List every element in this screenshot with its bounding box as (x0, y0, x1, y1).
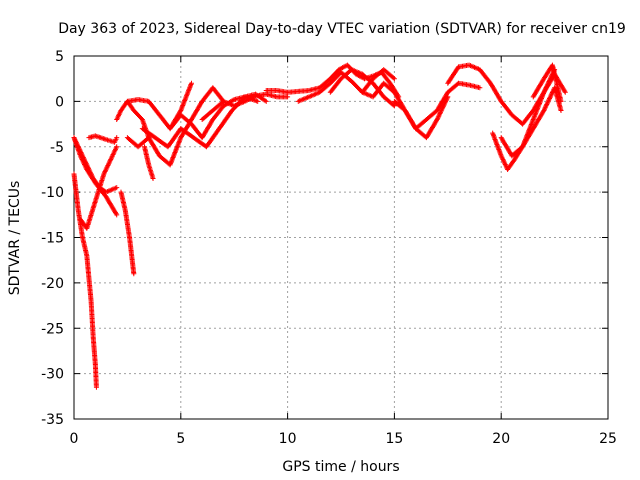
data-point (131, 271, 137, 277)
data-point (114, 212, 120, 218)
series-arc-5 (86, 133, 120, 145)
data-point (562, 89, 568, 95)
data-point (93, 384, 99, 390)
x-tick-label: 0 (70, 431, 79, 447)
data-point (558, 98, 564, 104)
data-point (390, 102, 396, 108)
y-tick-label: -35 (41, 412, 64, 428)
series-arc-6 (118, 189, 137, 277)
series-arc-15 (295, 69, 397, 104)
data-point (391, 76, 397, 82)
y-axis-label: SDTVAR / TECUs (7, 181, 23, 296)
data-point (263, 98, 269, 104)
series-arc-17 (359, 67, 397, 95)
series-arc-7 (114, 98, 152, 141)
data-point (558, 107, 564, 113)
data-point (562, 88, 568, 94)
data-point (114, 144, 120, 150)
x-tick-label: 25 (599, 431, 617, 447)
chart-title: Day 363 of 2023, Sidereal Day-to-day VTE… (58, 21, 626, 37)
y-tick-label: -20 (41, 276, 64, 292)
series-arc-19 (391, 80, 483, 132)
data-point (285, 94, 291, 100)
data-point (113, 211, 119, 217)
series-arc-8 (141, 144, 156, 182)
series-arc-16 (327, 67, 397, 109)
data-point (477, 85, 483, 91)
data-point (114, 135, 120, 141)
data-point (391, 103, 397, 109)
data-point (255, 98, 261, 104)
data-point (188, 80, 194, 86)
y-tick-label: -25 (41, 321, 64, 337)
x-tick-label: 15 (385, 431, 403, 447)
series-arc-18 (391, 89, 451, 141)
y-tick-label: -10 (41, 185, 64, 201)
data-marks (71, 62, 568, 390)
series-arc-9 (124, 80, 194, 132)
y-tick-label: -15 (41, 231, 64, 247)
y-tick-label: 5 (55, 49, 64, 65)
x-tick-label: 20 (492, 431, 510, 447)
grid-lines (74, 56, 608, 419)
series-arc-3 (71, 135, 120, 195)
series-arc-11 (139, 94, 261, 150)
series-arc-22 (498, 85, 564, 159)
axis-ticks: 0 5 10 15 20 25 -35 -30 -25 -20 -15 -10 -5 0 5 (41, 49, 617, 447)
y-tick-label: -5 (50, 140, 64, 156)
x-tick-label: 5 (176, 431, 185, 447)
series-arc-1 (71, 171, 99, 390)
x-tick-label: 10 (279, 431, 297, 447)
data-point (150, 176, 156, 182)
series-arc-4 (77, 144, 120, 231)
data-point (390, 75, 396, 81)
y-tick-label: 0 (55, 94, 64, 110)
x-axis-label: GPS time / hours (282, 459, 399, 475)
y-tick-label: -30 (41, 367, 64, 383)
series-arc-23 (530, 62, 564, 104)
data-point (114, 185, 120, 191)
data-point (177, 109, 183, 115)
series-arc-13 (199, 91, 291, 123)
